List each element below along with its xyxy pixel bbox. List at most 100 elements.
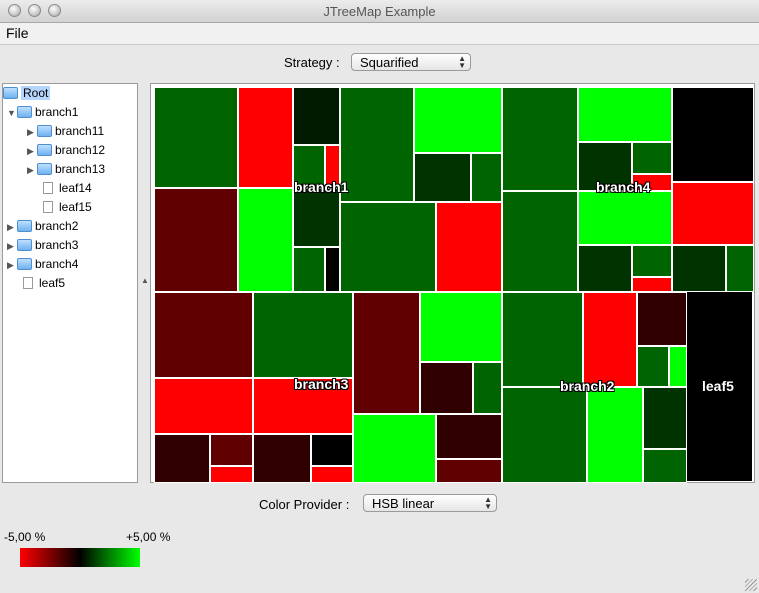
zoom-window-button[interactable]: [48, 4, 61, 17]
treemap-cell[interactable]: [340, 87, 414, 202]
tree-node-label: leaf14: [59, 181, 92, 195]
treemap-cell[interactable]: [325, 247, 340, 292]
tree-node-label: Root: [21, 86, 51, 100]
treemap-cell[interactable]: [669, 346, 687, 387]
treemap-group-branch1[interactable]: branch1: [153, 86, 502, 292]
tree-node-branch3[interactable]: ▶ branch3: [7, 237, 78, 254]
treemap-cell[interactable]: [502, 87, 578, 191]
treemap-cell[interactable]: [293, 87, 340, 145]
treemap-cell[interactable]: [578, 191, 672, 245]
treemap-cell[interactable]: [632, 142, 672, 174]
treemap-cell[interactable]: [154, 378, 253, 434]
treemap-cell[interactable]: [502, 292, 583, 387]
treemap-cell[interactable]: [637, 292, 687, 346]
treemap-cell[interactable]: [637, 346, 669, 387]
folder-icon: [17, 220, 32, 232]
minimize-window-button[interactable]: [28, 4, 41, 17]
folder-icon: [17, 258, 32, 270]
tree-node-root[interactable]: Root: [3, 85, 51, 102]
treemap-cell[interactable]: [210, 434, 253, 466]
treemap-cell[interactable]: [583, 292, 637, 387]
treemap-cell[interactable]: [353, 414, 436, 483]
treemap-cell[interactable]: [353, 292, 420, 414]
treemap-cell[interactable]: [311, 434, 353, 466]
treemap-cell[interactable]: [311, 466, 353, 483]
folder-icon: [17, 239, 32, 251]
treemap-group-branch4[interactable]: branch4: [501, 86, 754, 292]
treemap-cell[interactable]: [414, 153, 471, 202]
tree-node-label: leaf15: [59, 200, 92, 214]
treemap-cell[interactable]: [293, 247, 325, 292]
treemap-cell[interactable]: [436, 414, 502, 459]
expanded-triangle-icon[interactable]: ▼: [7, 108, 16, 118]
treemap-cell[interactable]: [502, 191, 578, 292]
treemap-cell[interactable]: [340, 202, 436, 292]
tree-node-branch2[interactable]: ▶ branch2: [7, 218, 78, 235]
treemap-cell[interactable]: [632, 174, 672, 191]
treemap-cell[interactable]: [420, 362, 473, 414]
treemap-cell[interactable]: [632, 277, 672, 292]
tree-node-branch4[interactable]: ▶ branch4: [7, 256, 78, 273]
treemap-cell-leaf5[interactable]: leaf5: [686, 291, 753, 482]
treemap-cell[interactable]: [154, 292, 253, 378]
collapsed-triangle-icon[interactable]: ▶: [7, 241, 14, 251]
collapsed-triangle-icon[interactable]: ▶: [27, 165, 34, 175]
treemap-cell[interactable]: [253, 434, 311, 483]
treemap-cell[interactable]: [473, 362, 502, 414]
treemap-cell[interactable]: [578, 87, 672, 142]
strategy-select[interactable]: Squarified ▲ ▼: [351, 53, 471, 71]
menu-bar: File: [0, 23, 759, 45]
treemap-cell[interactable]: [436, 202, 502, 292]
treemap-cell[interactable]: [632, 245, 672, 277]
treemap-cell[interactable]: [420, 292, 502, 362]
split-pane-divider[interactable]: ▲: [139, 83, 149, 483]
collapsed-triangle-icon[interactable]: ▶: [27, 146, 34, 156]
treemap-cell[interactable]: [578, 245, 632, 292]
treemap-cell[interactable]: [154, 188, 238, 292]
treemap-cell[interactable]: [672, 182, 754, 245]
treemap-cell[interactable]: [293, 188, 340, 247]
treemap-cell[interactable]: [210, 466, 253, 483]
tree-node-branch12[interactable]: ▶ branch12: [27, 142, 105, 159]
treemap-cell[interactable]: [643, 449, 687, 483]
treemap-cell[interactable]: [238, 188, 293, 292]
collapsed-triangle-icon[interactable]: ▶: [7, 260, 14, 270]
tree-node-leaf5[interactable]: leaf5: [21, 275, 65, 292]
treemap-group-branch2[interactable]: branch2: [501, 291, 687, 483]
treemap-cell[interactable]: [253, 292, 353, 378]
treemap-panel[interactable]: branch1 branch4 b: [150, 83, 755, 483]
collapsed-triangle-icon[interactable]: ▶: [27, 127, 34, 137]
collapse-arrow-icon[interactable]: ▲: [141, 276, 149, 285]
tree-panel[interactable]: Root ▼ branch1 ▶ branch11 ▶ branch12 ▶ branc…: [2, 83, 138, 483]
treemap-cell[interactable]: [587, 387, 643, 483]
treemap-cell[interactable]: [154, 87, 238, 188]
tree-node-leaf14[interactable]: leaf14: [41, 180, 92, 197]
treemap-cell[interactable]: [436, 459, 502, 483]
treemap-cell[interactable]: [672, 245, 726, 292]
treemap-cell[interactable]: [672, 87, 754, 182]
treemap-cell[interactable]: [293, 145, 325, 188]
treemap-cell[interactable]: [726, 245, 754, 292]
resize-grip-icon[interactable]: [745, 579, 757, 591]
tree-node-branch1[interactable]: ▼ branch1: [7, 104, 78, 121]
treemap-label-branch1: branch1: [294, 179, 349, 195]
treemap-group-branch3[interactable]: branch3: [153, 291, 502, 483]
treemap-cell[interactable]: [238, 87, 293, 188]
close-window-button[interactable]: [8, 4, 21, 17]
treemap-cell[interactable]: [154, 434, 210, 483]
menu-file[interactable]: File: [6, 25, 29, 41]
collapsed-triangle-icon[interactable]: ▶: [7, 222, 14, 232]
tree-node-branch11[interactable]: ▶ branch11: [27, 123, 104, 140]
treemap-label-branch4: branch4: [596, 179, 651, 195]
treemap-cell[interactable]: [325, 145, 340, 188]
tree-node-branch13[interactable]: ▶ branch13: [27, 161, 105, 178]
treemap-cell[interactable]: [471, 153, 502, 202]
tree-node-leaf15[interactable]: leaf15: [41, 199, 92, 216]
treemap-cell[interactable]: [578, 142, 632, 191]
folder-open-icon: [3, 87, 18, 99]
treemap-cell[interactable]: [643, 387, 687, 449]
treemap-cell[interactable]: [414, 87, 502, 153]
treemap-cell[interactable]: [502, 387, 587, 483]
color-provider-select[interactable]: HSB linear ▲ ▼: [363, 494, 497, 512]
treemap-cell[interactable]: [253, 378, 353, 434]
